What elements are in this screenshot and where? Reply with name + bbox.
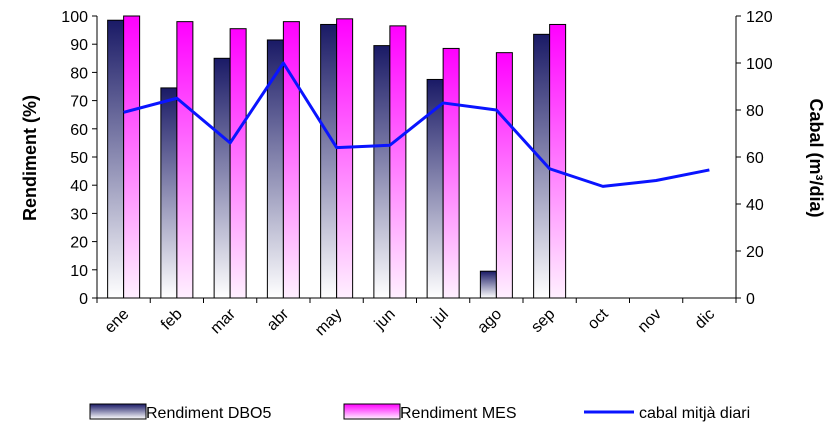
legend-label-mes: Rendiment MES bbox=[400, 405, 517, 422]
bar-mes-ago bbox=[495, 52, 513, 299]
right-tick-label: 80 bbox=[746, 103, 764, 120]
bar-mes-ene bbox=[123, 15, 141, 299]
x-ticks: ene feb mar abr may jun jul ago sep oct nov dic bbox=[96, 298, 737, 339]
left-tick-label: 60 bbox=[70, 122, 88, 139]
x-tick-label-dic: dic bbox=[692, 306, 718, 332]
legend-item-mes: Rendiment MES bbox=[343, 403, 517, 422]
left-y-ticks: 0 10 20 30 40 50 60 70 80 90 100 bbox=[61, 9, 97, 308]
right-y-ticks: 0 20 40 60 80 100 120 bbox=[736, 9, 773, 308]
left-tick-label: 70 bbox=[70, 94, 88, 111]
bars-group bbox=[107, 15, 567, 299]
legend-item-dbo5: Rendiment DBO5 bbox=[89, 403, 271, 422]
bar-mes-abr bbox=[282, 21, 300, 299]
left-tick-label: 40 bbox=[70, 178, 88, 195]
legend-label-cabal: cabal mitjà diari bbox=[639, 405, 750, 422]
x-tick-label-may: may bbox=[312, 306, 345, 339]
y-axis-title: Rendiment (%) bbox=[20, 95, 40, 221]
left-tick-label: 0 bbox=[79, 291, 88, 308]
left-tick-label: 10 bbox=[70, 263, 88, 280]
x-tick-label-jul: jul bbox=[428, 306, 452, 330]
bar-dbo5-feb bbox=[160, 87, 178, 299]
left-tick-label: 30 bbox=[70, 206, 88, 223]
bar-mes-sep bbox=[549, 23, 567, 299]
line-cabal bbox=[123, 61, 710, 188]
legend-item-cabal: cabal mitjà diari bbox=[584, 405, 750, 422]
right-tick-label: 40 bbox=[746, 197, 764, 214]
left-tick-label: 100 bbox=[61, 9, 88, 26]
bar-mes-may bbox=[336, 18, 354, 299]
x-tick-label-ene: ene bbox=[102, 306, 133, 337]
legend: Rendiment DBO5 Rendiment MES cabal mitjà… bbox=[89, 403, 750, 422]
x-tick-label-feb: feb bbox=[158, 306, 186, 334]
bar-dbo5-abr bbox=[266, 39, 284, 299]
legend-swatch-dbo5 bbox=[89, 403, 147, 420]
left-tick-label: 50 bbox=[70, 150, 88, 167]
x-tick-label-abr: abr bbox=[264, 305, 293, 334]
x-tick-label-ago: ago bbox=[474, 306, 505, 337]
bar-mes-jul bbox=[442, 47, 460, 299]
x-tick-label-jun: jun bbox=[371, 306, 399, 334]
line-layer bbox=[123, 61, 710, 188]
x-tick-label-oct: oct bbox=[585, 305, 613, 333]
legend-swatch-mes bbox=[343, 403, 401, 420]
bar-dbo5-ago bbox=[479, 270, 497, 299]
right-tick-label: 20 bbox=[746, 244, 764, 261]
bar-dbo5-jun bbox=[373, 45, 391, 299]
bar-dbo5-may bbox=[320, 23, 338, 299]
bar-dbo5-ene bbox=[107, 19, 125, 299]
left-tick-label: 90 bbox=[70, 37, 88, 54]
bar-dbo5-mar bbox=[213, 57, 231, 299]
x-tick-label-nov: nov bbox=[635, 306, 665, 336]
right-tick-label: 0 bbox=[746, 291, 755, 308]
y2-axis-title: Cabal (m³/dia) bbox=[806, 98, 826, 217]
x-tick-label-mar: mar bbox=[207, 305, 239, 337]
legend-label-dbo5: Rendiment DBO5 bbox=[146, 405, 271, 422]
left-tick-label: 80 bbox=[70, 65, 88, 82]
right-tick-label: 120 bbox=[746, 9, 773, 26]
x-tick-label-sep: sep bbox=[528, 306, 558, 336]
bar-mes-feb bbox=[176, 21, 194, 299]
right-tick-label: 60 bbox=[746, 150, 764, 167]
left-tick-label: 20 bbox=[70, 235, 88, 252]
right-tick-label: 100 bbox=[746, 56, 773, 73]
bar-mes-mar bbox=[229, 28, 247, 299]
bar-mes-jun bbox=[389, 25, 407, 299]
